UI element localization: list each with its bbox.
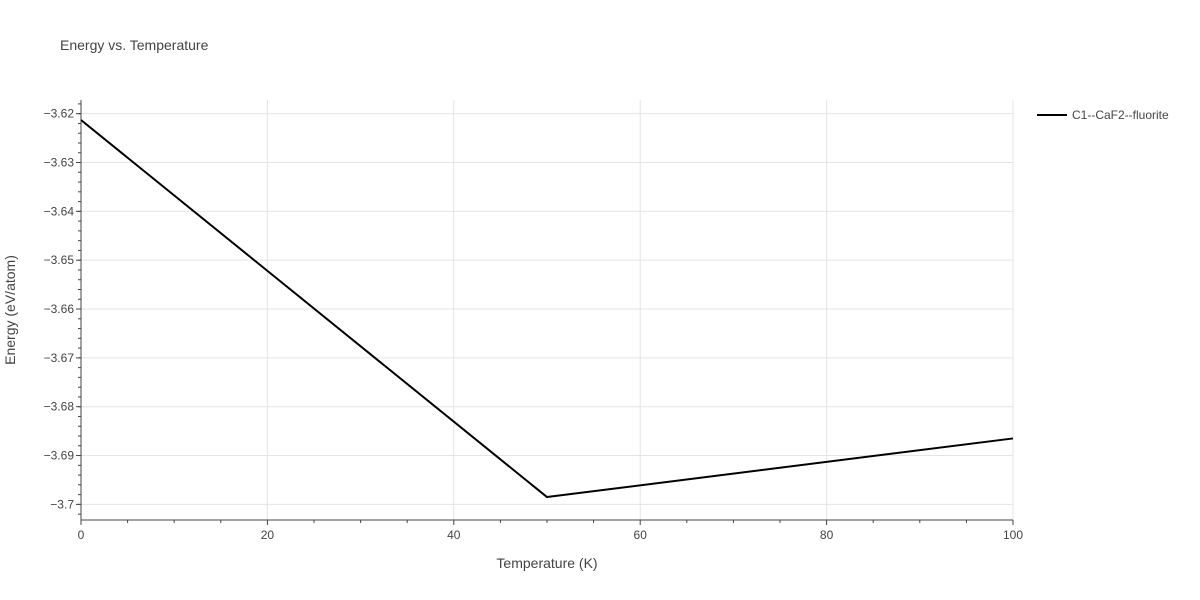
x-tick-label: 80 [820,528,834,542]
x-tick-label: 100 [1003,528,1023,542]
x-tick-label: 60 [634,528,648,542]
x-axis-ticks: 0 20 40 60 80 100 [78,520,1023,542]
x-tick-label: 0 [78,528,85,542]
y-tick-label: −3.7 [50,497,74,511]
y-tick-label: −3.69 [44,449,75,463]
y-axis-ticks: −3.62 −3.63 −3.64 −3.65 −3.66 −3.67 −3.68 −3.69… [44,103,81,515]
chart-title: Energy vs. Temperature [60,37,209,53]
y-tick-label: −3.64 [44,204,75,218]
legend-label: C1--CaF2--fluorite [1072,108,1169,122]
y-tick-label: −3.63 [44,156,75,170]
series-lines [80,119,1014,499]
y-tick-label: −3.65 [44,253,75,267]
grid-lines [81,100,1014,520]
y-tick-label: −3.62 [44,107,75,121]
x-axis-title: Temperature (K) [496,555,597,571]
series-line [80,119,1014,499]
y-tick-label: −3.67 [44,351,75,365]
x-tick-label: 20 [261,528,275,542]
y-axis-title: Energy (eV/atom) [2,255,18,365]
x-tick-label: 40 [447,528,461,542]
legend[interactable]: C1--CaF2--fluorite [1037,108,1169,122]
y-tick-label: −3.68 [44,400,75,414]
y-tick-label: −3.66 [44,302,75,316]
